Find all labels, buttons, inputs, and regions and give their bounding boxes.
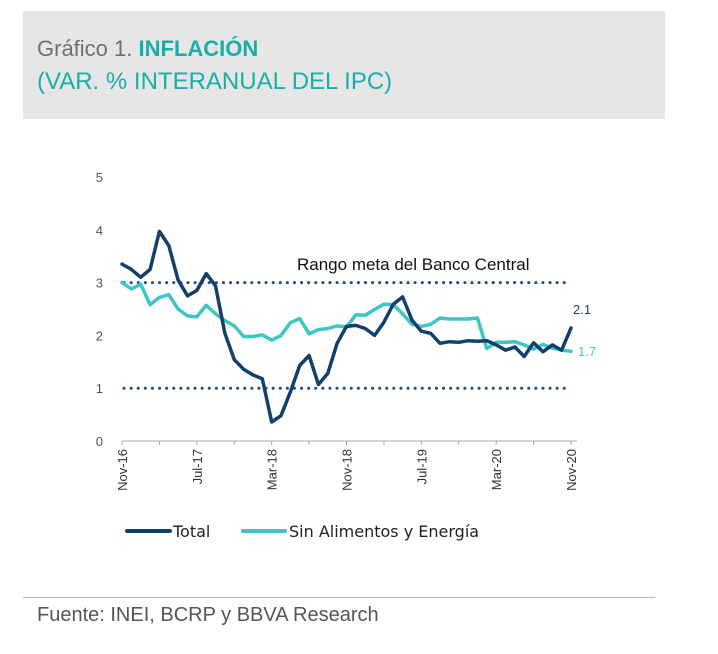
series-line-total bbox=[120, 229, 573, 424]
x-tick-label: Nov-18 bbox=[340, 449, 355, 491]
data-label-total: 2.1 bbox=[573, 302, 591, 317]
x-tick-label: Mar-20 bbox=[489, 449, 504, 490]
target-range-annotation: Rango meta del Banco Central bbox=[297, 255, 529, 274]
legend-label-core: Sin Alimentos y Energía bbox=[289, 522, 479, 541]
x-tick-label: Jul-17 bbox=[190, 449, 205, 484]
y-tick-label: 5 bbox=[96, 170, 103, 185]
x-tick-label: Nov-20 bbox=[564, 449, 579, 491]
y-tick-label: 0 bbox=[96, 434, 103, 449]
chart-header: Gráfico 1. INFLACIÓN (VAR. % INTERANUAL … bbox=[23, 11, 665, 119]
x-tick-label: Mar-18 bbox=[265, 449, 280, 490]
x-tick-label: Nov-16 bbox=[115, 449, 130, 491]
source-note: Fuente: INEI, BCRP y BBVA Research bbox=[37, 604, 379, 626]
footer-divider bbox=[23, 597, 655, 598]
chart-subtitle: (VAR. % INTERANUAL DEL IPC) bbox=[37, 68, 393, 95]
chart-title-line: Gráfico 1. INFLACIÓN bbox=[37, 35, 258, 63]
y-tick-label: 4 bbox=[96, 223, 103, 238]
y-tick-label: 2 bbox=[96, 328, 103, 343]
y-tick-label: 1 bbox=[96, 381, 103, 396]
x-tick-label: Jul-19 bbox=[414, 449, 429, 484]
chart-title: INFLACIÓN bbox=[138, 36, 259, 61]
legend-label-total: Total bbox=[172, 522, 210, 541]
chart-number: Gráfico 1. bbox=[37, 36, 133, 61]
y-tick-label: 3 bbox=[96, 276, 103, 291]
data-label-core: 1.7 bbox=[578, 344, 596, 359]
